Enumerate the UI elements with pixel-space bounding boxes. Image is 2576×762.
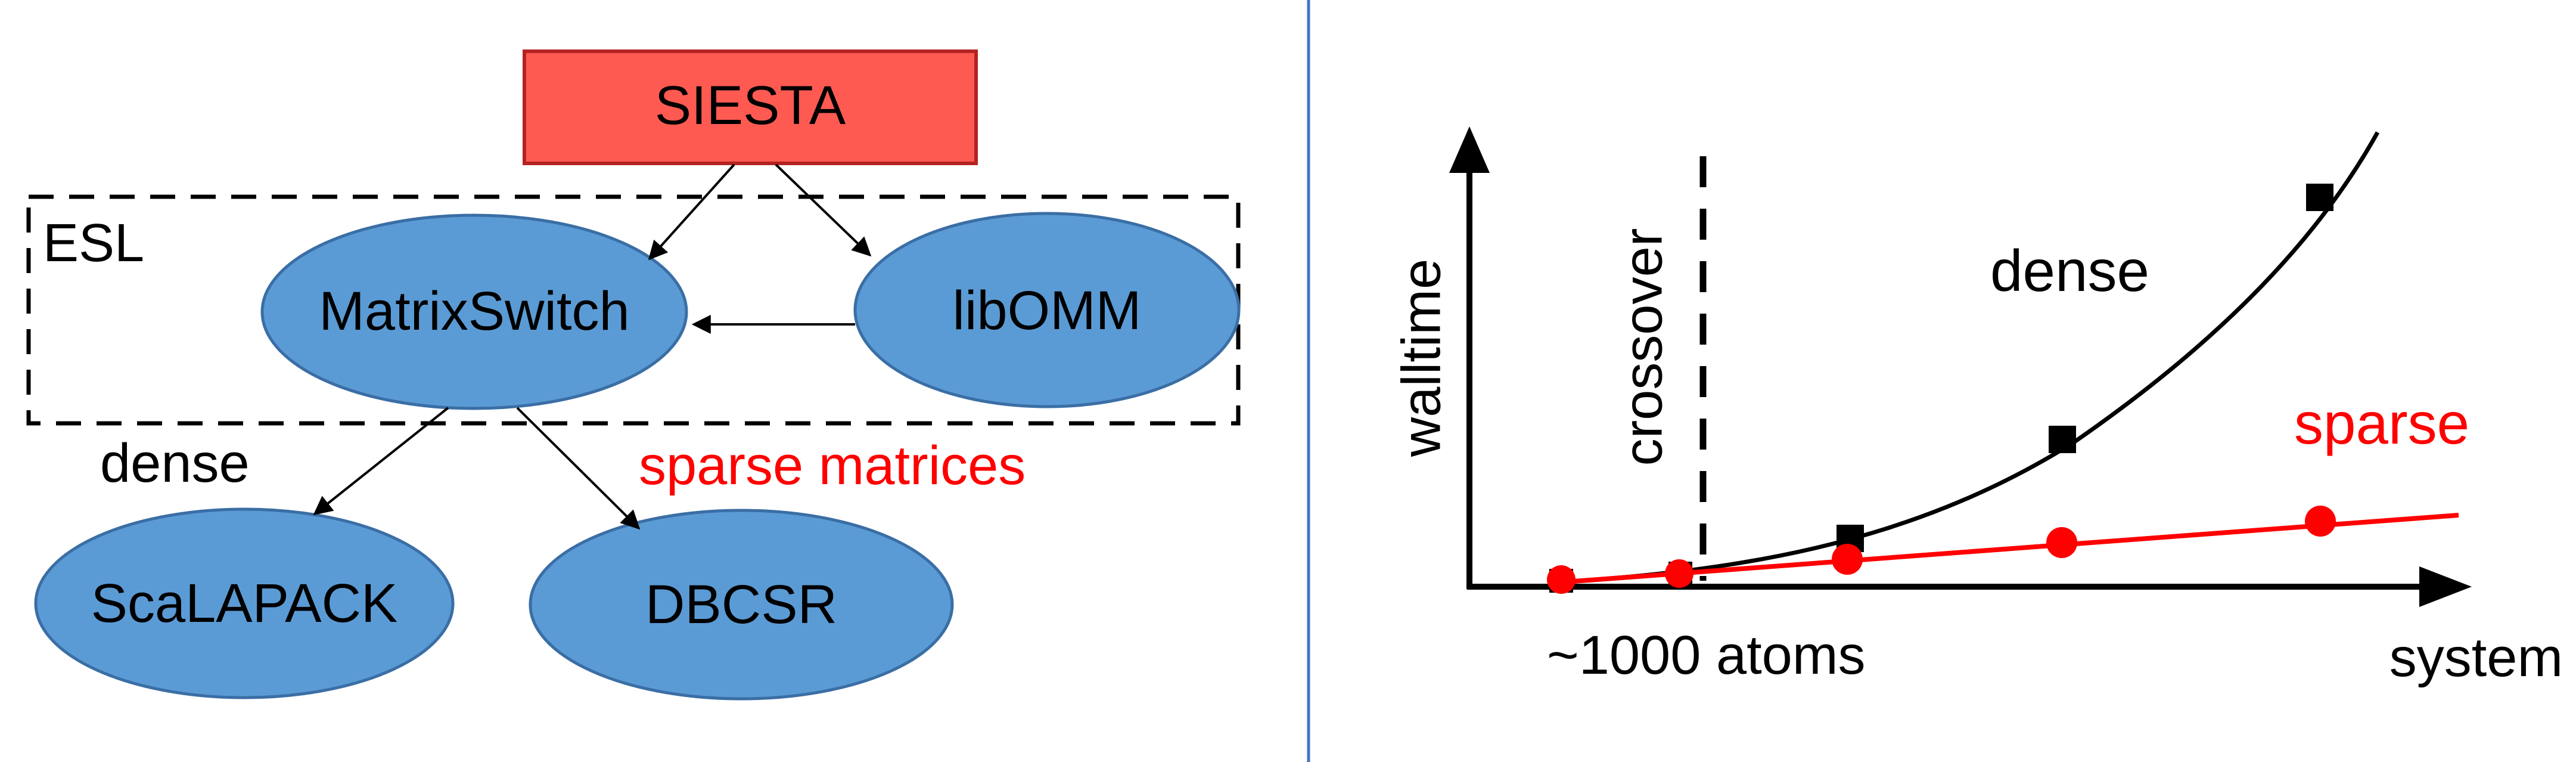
dense-point-5	[2306, 184, 2333, 211]
sparse-point-3	[1832, 544, 1863, 575]
series-label-sparse: sparse	[2294, 391, 2469, 456]
dbcsr-label: DBCSR	[645, 574, 837, 635]
arrow-siesta-to-libomm	[775, 163, 872, 257]
x-axis-arrowhead	[2419, 566, 2472, 607]
edge-label-dense: dense	[100, 433, 250, 494]
sparse-point-5	[2305, 506, 2336, 537]
scalapack-label: ScaLAPACK	[91, 573, 398, 634]
series-label-dense: dense	[1990, 238, 2149, 303]
scalapack-node	[34, 507, 455, 699]
dense-point-4	[2049, 426, 2076, 453]
sparse-point-4	[2046, 527, 2077, 558]
arrow-matrixswitch-to-dbcsr	[516, 407, 641, 530]
sparse-point-1	[1547, 565, 1576, 594]
matrixswitch-node	[260, 213, 688, 410]
esl-box	[26, 194, 1241, 426]
libomm-node	[853, 212, 1241, 408]
x-axis-label: system size	[2389, 627, 2576, 688]
esl-label: ESL	[43, 213, 144, 273]
y-axis-arrowhead	[1449, 126, 1490, 173]
arrow-matrixswitch-to-scalapack	[313, 407, 449, 515]
matrixswitch-label: MatrixSwitch	[319, 281, 629, 342]
edge-label-sparse: sparse matrices	[639, 435, 1026, 496]
scaling-chart: walltime system size crossover ~1000 ato…	[1391, 126, 2576, 688]
series-line-dense	[1562, 131, 2380, 584]
siesta-box	[523, 49, 978, 165]
crossover-tick-label: ~1000 atoms	[1547, 625, 1865, 686]
libomm-label: libOMM	[953, 280, 1142, 341]
crossover-label: crossover	[1612, 228, 1673, 466]
dbcsr-node	[529, 509, 954, 701]
sparse-point-2	[1665, 559, 1693, 588]
library-diagram: ESL SIESTA MatrixSwitch libOMM ScaLAPACK…	[26, 49, 1241, 701]
siesta-label: SIESTA	[655, 75, 846, 136]
arrow-siesta-to-matrixswitch	[648, 163, 735, 261]
y-axis-label: walltime	[1391, 259, 1452, 457]
